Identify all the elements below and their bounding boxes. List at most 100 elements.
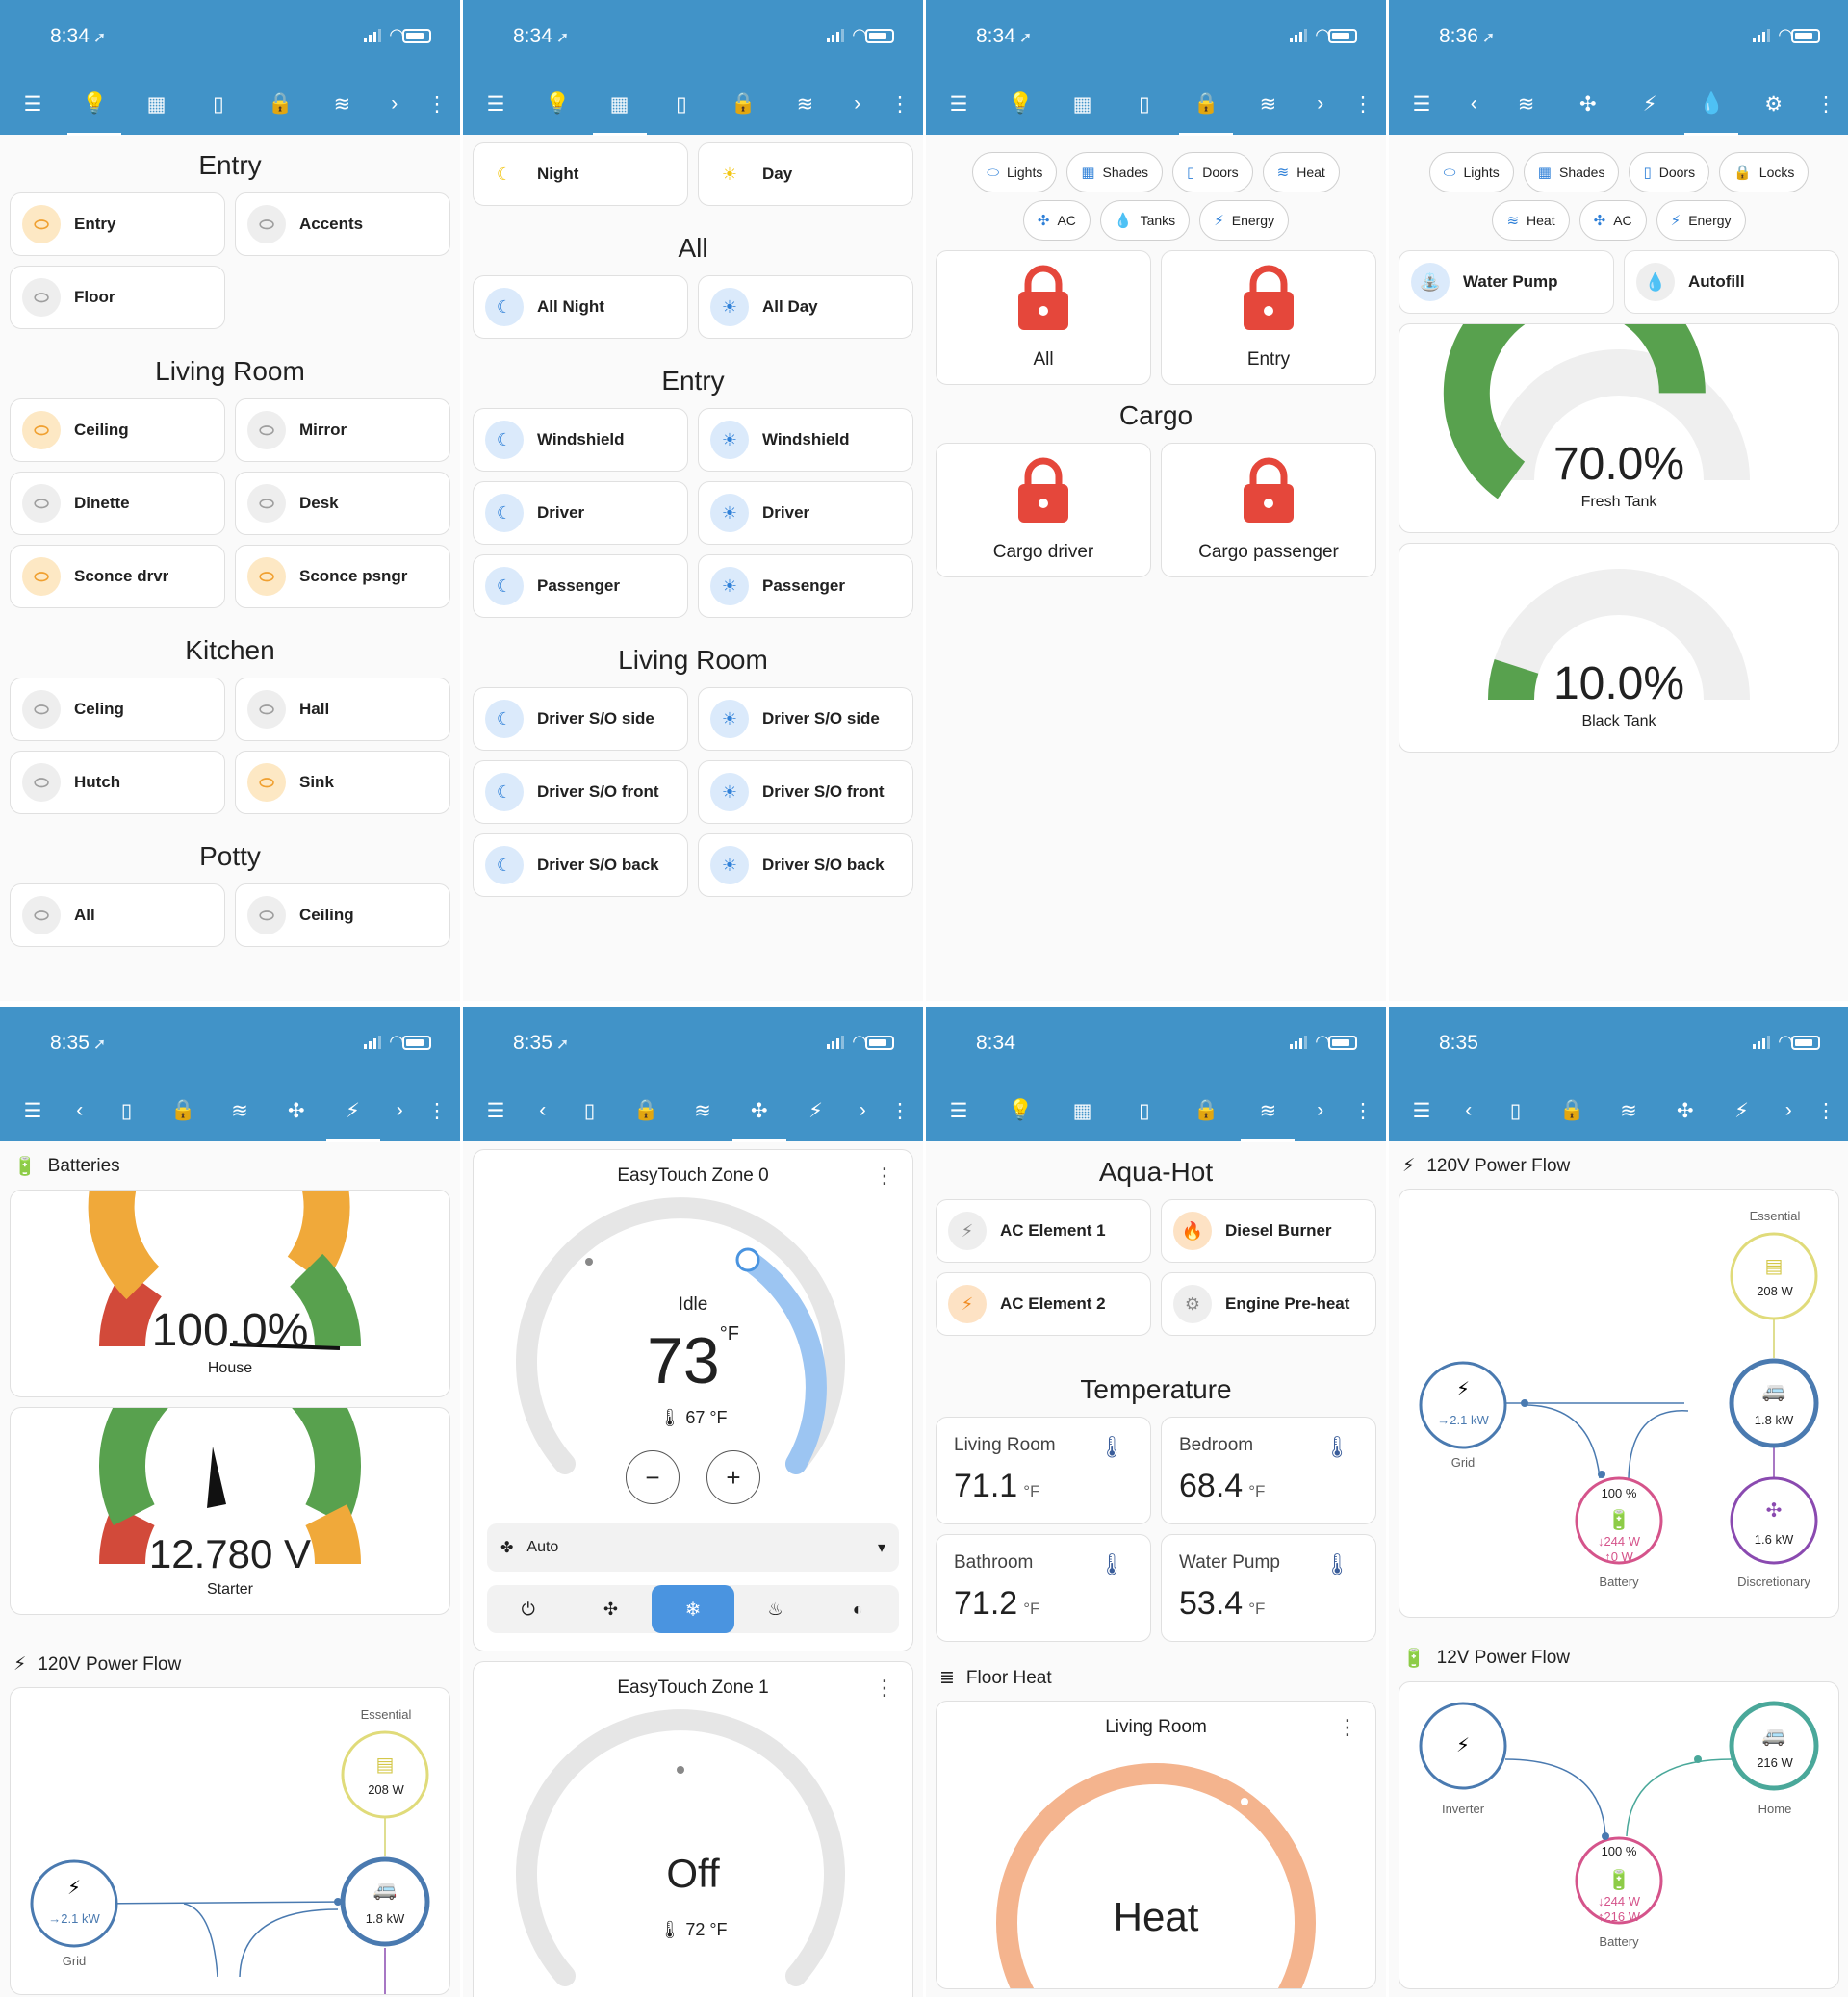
menu-icon[interactable]: ☰ bbox=[949, 92, 968, 115]
autofill-tile[interactable]: 💧 Autofill bbox=[1624, 250, 1839, 314]
locks-tab-icon[interactable]: 🔒 bbox=[731, 92, 757, 115]
locks-tab-icon[interactable]: 🔒 bbox=[268, 92, 294, 115]
more-icon[interactable]: ⋮ bbox=[874, 1676, 895, 1700]
nav-chip-energy[interactable]: ⚡ Energy bbox=[1656, 200, 1746, 241]
shade-tile[interactable]: ☾ Driver bbox=[473, 481, 688, 545]
light-tile[interactable]: ⬭ Desk bbox=[235, 472, 450, 535]
menu-icon[interactable]: ☰ bbox=[486, 1099, 505, 1122]
ac-tab-icon[interactable]: ✣ bbox=[1579, 92, 1597, 115]
more-icon[interactable]: ⋮ bbox=[889, 92, 911, 115]
shade-tile[interactable]: ☀ Driver S/O side bbox=[698, 687, 913, 751]
shades-tab-icon[interactable]: ▦ bbox=[592, 83, 647, 136]
lights-tab-icon[interactable]: 💡 bbox=[1008, 1099, 1034, 1121]
nav-chip-locks[interactable]: 🔒 Locks bbox=[1719, 152, 1810, 192]
ac-tab-icon[interactable]: ✣ bbox=[1676, 1099, 1694, 1122]
shade-tile[interactable]: ☾ Driver S/O front bbox=[473, 760, 688, 824]
light-tile[interactable]: ⬭ Accents bbox=[235, 192, 450, 256]
ac-element-2-tile[interactable]: ⚡ AC Element 2 bbox=[936, 1272, 1151, 1336]
chevron-left-icon[interactable]: ‹ bbox=[1465, 1099, 1473, 1121]
locks-tab-icon[interactable]: 🔒 bbox=[633, 1099, 659, 1121]
water-pump-tile[interactable]: ⛲ Water Pump bbox=[1399, 250, 1614, 314]
shade-tile[interactable]: ☾ Driver S/O back bbox=[473, 833, 688, 897]
menu-icon[interactable]: ☰ bbox=[1412, 92, 1431, 115]
nav-chip-ac[interactable]: ✣ AC bbox=[1578, 200, 1647, 241]
locks-tab-icon[interactable]: 🔒 bbox=[1559, 1099, 1585, 1121]
more-icon[interactable]: ⋮ bbox=[1815, 92, 1836, 115]
diesel-burner-tile[interactable]: 🔥 Diesel Burner bbox=[1161, 1199, 1376, 1263]
lock-card[interactable]: Entry bbox=[1161, 250, 1376, 385]
nav-chip-heat[interactable]: ≋ Heat bbox=[1262, 152, 1340, 192]
heat-tab-icon[interactable]: ≋ bbox=[1517, 92, 1535, 115]
light-tile[interactable]: ⬭ Floor bbox=[10, 266, 225, 329]
chevron-left-icon[interactable]: ‹ bbox=[1470, 92, 1477, 115]
chevron-left-icon[interactable]: ‹ bbox=[539, 1099, 547, 1121]
more-icon[interactable]: ⋮ bbox=[1337, 1715, 1358, 1739]
temp-card[interactable]: Bedroom 68.4 °F 🌡 bbox=[1161, 1417, 1376, 1524]
shade-tile[interactable]: ☀ Windshield bbox=[698, 408, 913, 472]
chevron-right-icon[interactable]: › bbox=[1317, 1099, 1324, 1121]
light-tile[interactable]: ⬭ Entry bbox=[10, 192, 225, 256]
nav-chip-lights[interactable]: ⬭ Lights bbox=[972, 152, 1058, 192]
shade-tile[interactable]: ☀ Passenger bbox=[698, 554, 913, 618]
light-tile[interactable]: ⬭ Sconce psngr bbox=[235, 545, 450, 608]
black-tank-card[interactable]: 10.0% Black Tank bbox=[1399, 543, 1839, 753]
energy-tab-icon[interactable]: ⚡ bbox=[1734, 1099, 1749, 1122]
light-tile[interactable]: ⬭ Hutch bbox=[10, 751, 225, 814]
heat-tab-icon[interactable]: ≋ bbox=[231, 1099, 248, 1122]
more-icon[interactable]: ⋮ bbox=[1352, 1099, 1373, 1122]
light-tile[interactable]: ⬭ Ceiling bbox=[10, 398, 225, 462]
nav-chip-tanks[interactable]: 💧 Tanks bbox=[1099, 200, 1191, 241]
more-icon[interactable]: ⋮ bbox=[889, 1099, 911, 1122]
house-battery-card[interactable]: 100.0% House bbox=[10, 1141, 450, 1397]
locks-tab-icon[interactable]: 🔒 bbox=[170, 1099, 196, 1121]
scene-tile[interactable]: ☾ Night bbox=[473, 142, 688, 206]
locks-tab-icon[interactable]: 🔒 bbox=[1194, 1099, 1219, 1121]
nav-chip-doors[interactable]: ▯ Doors bbox=[1629, 152, 1710, 192]
auto-mode-icon[interactable]: ◐ bbox=[852, 1599, 863, 1619]
shade-tile[interactable]: ☾ Driver S/O side bbox=[473, 687, 688, 751]
energy-tab-icon[interactable]: ⚡ bbox=[1642, 92, 1657, 115]
shades-tab-icon[interactable]: ▦ bbox=[146, 92, 167, 115]
light-tile[interactable]: ⬭ Dinette bbox=[10, 472, 225, 535]
shade-tile[interactable]: ☾ All Night bbox=[473, 275, 688, 339]
menu-icon[interactable]: ☰ bbox=[1412, 1099, 1431, 1122]
temp-card[interactable]: Bathroom 71.2 °F 🌡 bbox=[936, 1534, 1151, 1642]
heat-tab-icon[interactable]: ≋ bbox=[333, 92, 351, 115]
heat-tab-icon[interactable]: ≋ bbox=[1259, 92, 1277, 115]
nav-chip-doors[interactable]: ▯ Doors bbox=[1172, 152, 1253, 192]
heat-tab-icon[interactable]: ≋ bbox=[1241, 1089, 1296, 1142]
fan-mode-select[interactable]: ✤ Auto ▾ bbox=[487, 1523, 899, 1572]
chevron-right-icon[interactable]: › bbox=[396, 1099, 403, 1121]
doors-tab-icon[interactable]: ▯ bbox=[1139, 92, 1150, 115]
more-icon[interactable]: ⋮ bbox=[426, 1099, 448, 1122]
chevron-right-icon[interactable]: › bbox=[1784, 1099, 1792, 1121]
shade-tile[interactable]: ☀ Driver S/O back bbox=[698, 833, 913, 897]
menu-icon[interactable]: ☰ bbox=[23, 92, 42, 115]
more-icon[interactable]: ⋮ bbox=[874, 1164, 895, 1188]
shades-tab-icon[interactable]: ▦ bbox=[1072, 92, 1092, 115]
lock-card[interactable]: Cargo driver bbox=[936, 443, 1151, 577]
ac-tab-icon[interactable]: ✣ bbox=[287, 1099, 305, 1122]
doors-tab-icon[interactable]: ▯ bbox=[676, 92, 687, 115]
scene-tile[interactable]: ☀ Day bbox=[698, 142, 913, 206]
lights-tab-icon[interactable]: 💡 bbox=[1008, 92, 1034, 115]
menu-icon[interactable]: ☰ bbox=[23, 1099, 42, 1122]
lock-card[interactable]: Cargo passenger bbox=[1161, 443, 1376, 577]
more-icon[interactable]: ⋮ bbox=[426, 92, 448, 115]
doors-tab-icon[interactable]: ▯ bbox=[1509, 1099, 1522, 1122]
tanks-tab-icon[interactable]: 💧 bbox=[1684, 83, 1739, 136]
temp-card[interactable]: Water Pump 53.4 °F 🌡 bbox=[1161, 1534, 1376, 1642]
heat-flame-icon[interactable]: ♨ bbox=[767, 1599, 783, 1619]
light-tile[interactable]: ⬭ Sink bbox=[235, 751, 450, 814]
chevron-right-icon[interactable]: › bbox=[854, 92, 861, 115]
menu-icon[interactable]: ☰ bbox=[949, 1099, 968, 1122]
starter-battery-card[interactable]: 12.780 V Starter bbox=[10, 1335, 450, 1615]
shade-tile[interactable]: ☀ All Day bbox=[698, 275, 913, 339]
energy-tab-icon[interactable]: ⚡ bbox=[325, 1089, 380, 1142]
cool-snowflake-icon[interactable]: ❄ bbox=[652, 1585, 734, 1633]
shade-tile[interactable]: ☾ Passenger bbox=[473, 554, 688, 618]
light-tile[interactable]: ⬭ Hall bbox=[235, 678, 450, 741]
shades-tab-icon[interactable]: ▦ bbox=[1072, 1099, 1092, 1122]
light-tile[interactable]: ⬭ Ceiling bbox=[235, 883, 450, 947]
doors-tab-icon[interactable]: ▯ bbox=[213, 92, 224, 115]
